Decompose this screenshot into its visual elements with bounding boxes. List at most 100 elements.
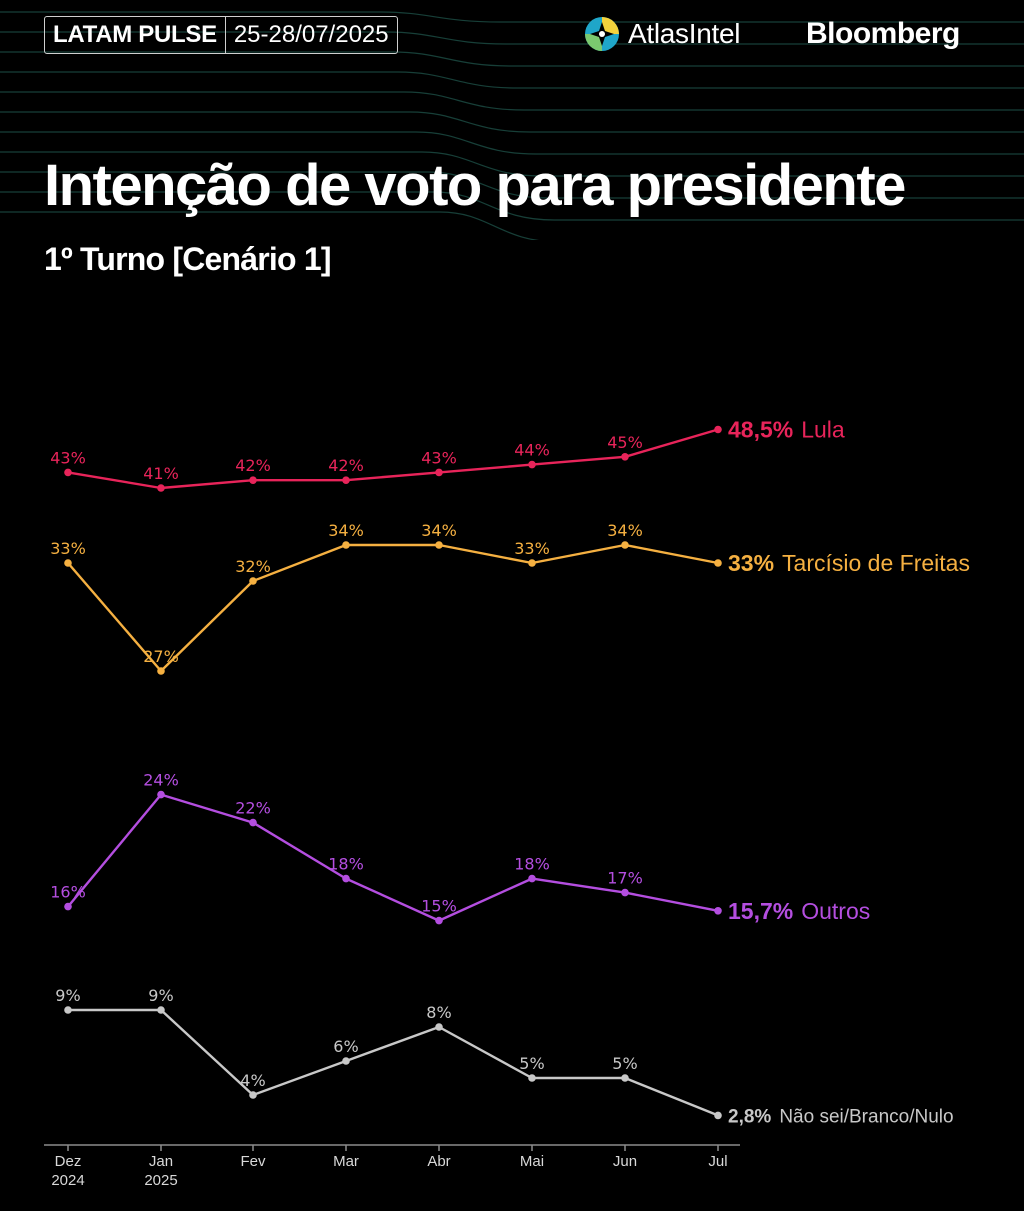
decorative-line: [0, 71, 1024, 89]
chart-subtitle: 1º Turno [Cenário 1]: [44, 241, 331, 277]
data-point: [249, 476, 257, 484]
x-tick-label: Jan 2025: [144, 1153, 177, 1189]
data-point: [342, 476, 350, 484]
decorative-line: [0, 191, 1024, 221]
series-line-nao_sei: [68, 1008, 719, 1117]
data-point: [714, 425, 722, 434]
data-point: [435, 1023, 443, 1031]
x-tick-label: Mai: [520, 1153, 544, 1170]
data-point: [64, 559, 72, 567]
series-line-tarcisio: [67, 543, 719, 673]
end-value: 33%: [728, 550, 774, 576]
badge-label: LATAM PULSE: [45, 17, 226, 53]
decorative-line: [0, 31, 1024, 45]
line-chart: 43% 41% 42% 42% 43% 44% 45% 48,5% Lula 33% 27% 32% 3…: [44, 417, 970, 1189]
data-label: 42%: [328, 456, 364, 475]
data-point: [342, 1057, 350, 1065]
data-label: 41%: [143, 464, 179, 483]
data-label: 22%: [235, 799, 271, 818]
x-tick-label: Abr: [427, 1153, 450, 1170]
data-label: 8%: [426, 1003, 451, 1022]
x-tick-label: Jul: [708, 1153, 727, 1170]
data-point: [64, 1006, 72, 1014]
decorative-line: [0, 111, 1024, 133]
latam-pulse-badge: LATAM PULSE 25-28/07/2025: [44, 16, 398, 54]
decorative-line: [0, 171, 1024, 199]
series-line-outros: [67, 793, 719, 922]
data-point: [621, 453, 629, 461]
decorative-line: [0, 151, 1024, 177]
data-label: 43%: [421, 448, 457, 467]
series-name: Não sei/Branco/Nulo: [779, 1106, 953, 1127]
data-point: [714, 1111, 722, 1120]
data-point: [64, 902, 72, 911]
data-label: 16%: [50, 883, 86, 902]
chart-title: Intenção de voto para presidente: [44, 153, 906, 218]
data-label: 27%: [143, 647, 179, 666]
series-lula: 43% 41% 42% 42% 43% 44% 45% 48,5% Lula: [50, 417, 845, 492]
data-label: 9%: [55, 986, 80, 1005]
decorative-line: [0, 131, 1024, 155]
data-point: [528, 559, 536, 567]
end-value: 2,8%: [728, 1106, 771, 1127]
data-point: [249, 1091, 257, 1099]
end-value: 15,7%: [728, 898, 793, 924]
bloomberg-logo: Bloomberg: [806, 17, 960, 50]
series-name: Outros: [801, 898, 870, 924]
data-label: 33%: [50, 539, 86, 558]
data-point: [435, 541, 443, 549]
data-point: [64, 468, 72, 477]
series-nao_sei: 9% 9% 4% 6% 8% 5% 5% 2,8% Não sei/Branco/Nulo: [55, 986, 953, 1127]
data-label: 6%: [333, 1037, 358, 1056]
data-point: [714, 559, 722, 567]
data-label: 34%: [421, 521, 457, 540]
data-label: 18%: [514, 855, 550, 874]
data-point: [528, 460, 536, 469]
atlasintel-logo: AtlasIntel: [584, 14, 740, 54]
decorative-line: [0, 211, 540, 240]
series-end-label: 48,5% Lula: [728, 417, 845, 443]
data-point: [714, 907, 722, 915]
x-tick-label: Mar: [333, 1153, 359, 1170]
data-point: [342, 541, 350, 549]
data-label: 32%: [235, 557, 271, 576]
data-point: [249, 818, 257, 827]
decorative-line: [0, 91, 1024, 111]
decorative-line: [0, 51, 1024, 67]
series-end-label: 2,8% Não sei/Branco/Nulo: [728, 1106, 954, 1127]
decorative-line: [0, 11, 1024, 23]
series-end-label: 33% Tarcísio de Freitas: [728, 550, 970, 576]
data-label: 42%: [235, 456, 271, 475]
data-point: [157, 790, 165, 799]
data-point: [249, 577, 257, 585]
data-point: [157, 484, 165, 492]
data-point: [621, 1074, 629, 1082]
data-point: [528, 1074, 536, 1082]
atlasintel-compass-icon: [585, 17, 619, 51]
x-tick-label: Fev: [240, 1153, 266, 1170]
series-tarcisio: 33% 27% 32% 34% 34% 33% 34% 33% Tarcísio de Frei…: [50, 521, 970, 675]
data-label: 15%: [421, 897, 457, 916]
data-point: [435, 468, 443, 477]
data-label: 45%: [607, 433, 643, 452]
data-label: 34%: [328, 521, 364, 540]
data-label: 5%: [612, 1054, 637, 1073]
data-point: [157, 1006, 165, 1014]
data-label: 5%: [519, 1054, 544, 1073]
data-point: [157, 667, 165, 675]
data-point: [342, 874, 350, 883]
series-name: Tarcísio de Freitas: [782, 550, 970, 576]
series-name: Lula: [801, 417, 845, 443]
badge-date-range: 25-28/07/2025: [233, 21, 389, 48]
data-label: 43%: [50, 448, 86, 467]
data-point: [435, 916, 443, 925]
series-line-lula: [67, 428, 719, 490]
data-label: 4%: [240, 1071, 265, 1090]
data-label: 18%: [328, 855, 364, 874]
x-tick-label: Dez 2024: [51, 1153, 84, 1189]
data-label: 17%: [607, 869, 643, 888]
data-point: [621, 888, 629, 897]
data-label: 44%: [514, 441, 550, 460]
data-point: [528, 874, 536, 883]
data-label: 9%: [148, 986, 173, 1005]
